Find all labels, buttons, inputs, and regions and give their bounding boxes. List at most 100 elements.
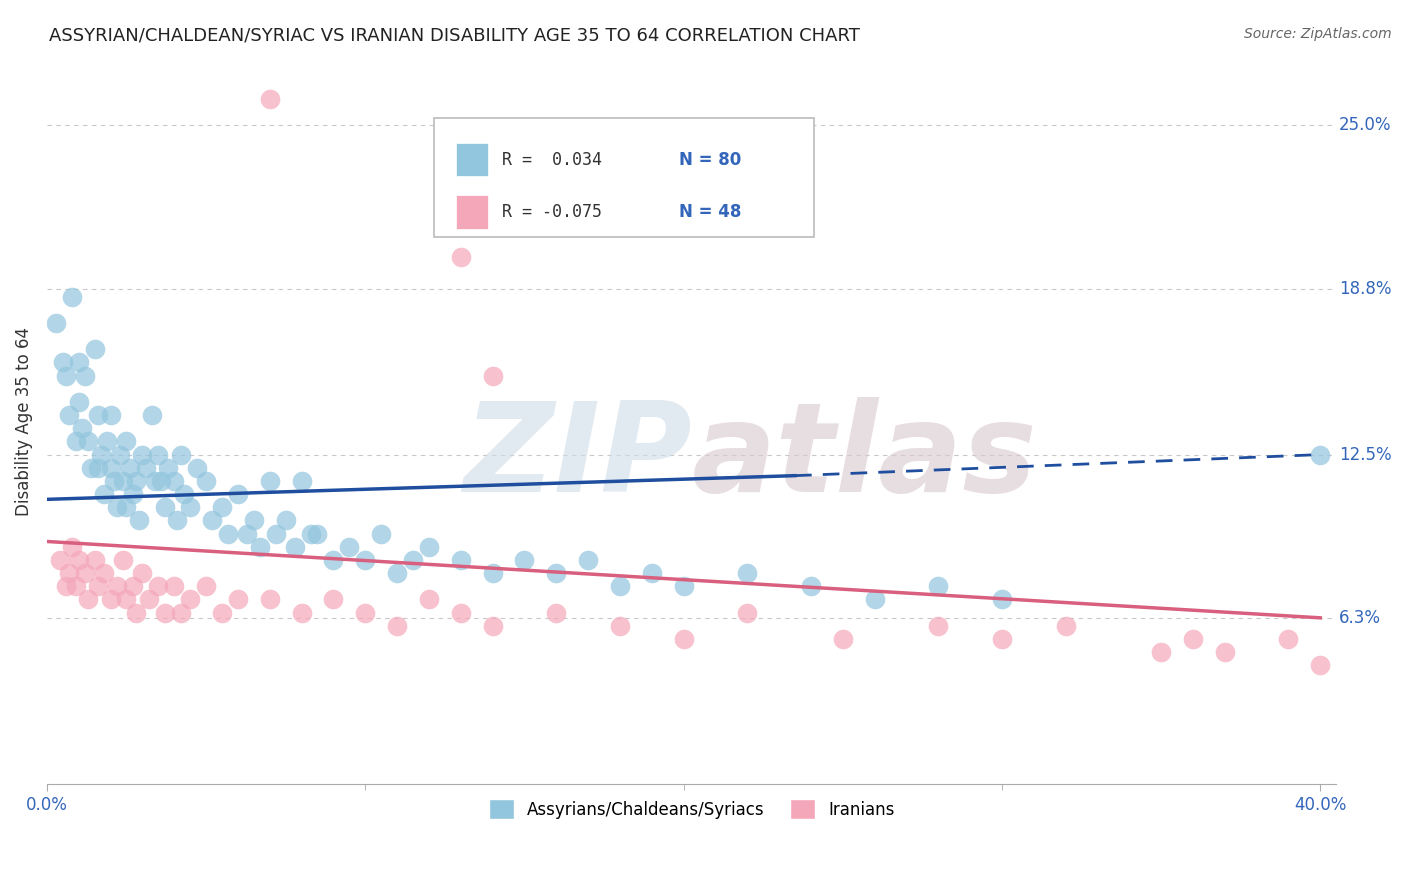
Point	[121, 487, 143, 501]
Point	[45, 316, 67, 330]
Point	[83, 553, 105, 567]
Point	[60, 289, 83, 303]
Point	[249, 540, 271, 554]
Point	[927, 619, 949, 633]
Point	[481, 619, 503, 633]
Point	[337, 540, 360, 554]
Point	[131, 566, 153, 580]
Point	[418, 540, 440, 554]
Point	[264, 526, 287, 541]
Text: 12.5%: 12.5%	[1339, 446, 1392, 464]
Point	[83, 343, 105, 357]
Text: N = 48: N = 48	[679, 203, 741, 221]
Point	[75, 368, 97, 383]
Point	[370, 526, 392, 541]
Point	[546, 566, 568, 580]
Point	[90, 448, 112, 462]
Point	[243, 513, 266, 527]
Point	[274, 513, 297, 527]
Point	[186, 460, 208, 475]
Point	[115, 434, 138, 449]
Point	[385, 566, 408, 580]
Point	[156, 460, 179, 475]
Point	[70, 421, 93, 435]
Point	[226, 487, 249, 501]
Point	[108, 448, 131, 462]
Point	[991, 632, 1014, 646]
Point	[112, 553, 135, 567]
Point	[609, 579, 631, 593]
Point	[163, 579, 186, 593]
Point	[55, 368, 77, 383]
Point	[150, 474, 173, 488]
Point	[135, 460, 157, 475]
Point	[1181, 632, 1204, 646]
Point	[169, 448, 191, 462]
Point	[354, 553, 377, 567]
Text: 6.3%: 6.3%	[1339, 609, 1381, 627]
Point	[259, 92, 281, 106]
Point	[115, 500, 138, 515]
Point	[65, 579, 87, 593]
Point	[58, 566, 80, 580]
Point	[418, 592, 440, 607]
Point	[450, 606, 472, 620]
Point	[354, 606, 377, 620]
Point	[87, 408, 110, 422]
Point	[1309, 658, 1331, 673]
Point	[128, 513, 150, 527]
Point	[141, 408, 163, 422]
Point	[148, 579, 170, 593]
Point	[93, 487, 115, 501]
Point	[67, 395, 90, 409]
Point	[125, 606, 148, 620]
Point	[226, 592, 249, 607]
FancyBboxPatch shape	[456, 143, 488, 177]
Point	[991, 592, 1014, 607]
Point	[179, 500, 201, 515]
Point	[641, 566, 664, 580]
Point	[927, 579, 949, 593]
Point	[201, 513, 224, 527]
Point	[100, 592, 122, 607]
Point	[513, 553, 536, 567]
Y-axis label: Disability Age 35 to 64: Disability Age 35 to 64	[15, 327, 32, 516]
Point	[105, 579, 128, 593]
Point	[1277, 632, 1299, 646]
Point	[55, 579, 77, 593]
Point	[93, 566, 115, 580]
Text: ASSYRIAN/CHALDEAN/SYRIAC VS IRANIAN DISABILITY AGE 35 TO 64 CORRELATION CHART: ASSYRIAN/CHALDEAN/SYRIAC VS IRANIAN DISA…	[49, 27, 860, 45]
Point	[138, 592, 160, 607]
Point	[179, 592, 201, 607]
Point	[131, 448, 153, 462]
Point	[96, 434, 118, 449]
Point	[236, 526, 259, 541]
Point	[863, 592, 886, 607]
Point	[546, 606, 568, 620]
Text: R = -0.075: R = -0.075	[502, 203, 602, 221]
Text: R =  0.034: R = 0.034	[502, 151, 602, 169]
Point	[100, 408, 122, 422]
Point	[77, 434, 100, 449]
Point	[450, 553, 472, 567]
Point	[58, 408, 80, 422]
Point	[173, 487, 195, 501]
Point	[211, 606, 233, 620]
Point	[672, 632, 695, 646]
Point	[290, 474, 312, 488]
Point	[87, 579, 110, 593]
Point	[290, 606, 312, 620]
Text: ZIP: ZIP	[463, 397, 692, 518]
Point	[402, 553, 425, 567]
FancyBboxPatch shape	[456, 195, 488, 229]
Text: atlas: atlas	[692, 397, 1038, 518]
Point	[65, 434, 87, 449]
Point	[60, 540, 83, 554]
Point	[143, 474, 166, 488]
Point	[67, 553, 90, 567]
Point	[125, 474, 148, 488]
Point	[77, 592, 100, 607]
Point	[609, 619, 631, 633]
Point	[1054, 619, 1077, 633]
Text: 25.0%: 25.0%	[1339, 117, 1392, 135]
